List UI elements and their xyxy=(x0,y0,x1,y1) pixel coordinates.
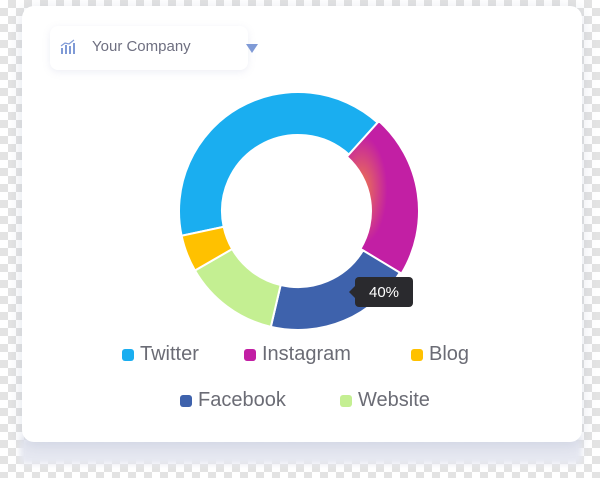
legend-label-blog: Blog xyxy=(429,343,470,365)
tooltip-text: 40% xyxy=(368,283,400,301)
donut-chart xyxy=(178,91,420,331)
social-share-card: Your Company 40% Twitter Instagram Blog … xyxy=(22,6,582,442)
legend-item-facebook[interactable]: Facebook xyxy=(180,389,286,412)
donut-slice-blog[interactable] xyxy=(180,225,234,272)
legend-label-website: Website xyxy=(358,389,430,411)
company-select[interactable]: Your Company xyxy=(50,26,258,70)
legend-label-twitter: Twitter xyxy=(140,343,199,365)
value-tooltip: 40% xyxy=(349,277,413,307)
card-shadow xyxy=(20,438,582,464)
caret-down-icon[interactable] xyxy=(246,44,258,54)
company-name: Your Company xyxy=(92,38,191,55)
legend-swatch-instagram xyxy=(244,348,256,361)
donut-inner-ring xyxy=(224,137,372,285)
legend-swatch-facebook xyxy=(180,394,192,407)
legend-swatch-twitter xyxy=(122,348,134,361)
bar-chart-icon xyxy=(60,39,75,54)
legend-label-facebook: Facebook xyxy=(198,389,286,411)
donut-slice-twitter[interactable] xyxy=(178,91,380,237)
legend-item-blog[interactable]: Blog xyxy=(411,343,469,366)
legend-swatch-blog xyxy=(411,348,423,361)
legend-item-website[interactable]: Website xyxy=(340,389,430,412)
legend-item-instagram[interactable]: Instagram xyxy=(244,343,351,366)
legend-label-instagram: Instagram xyxy=(262,343,351,365)
legend-swatch-website xyxy=(340,394,352,407)
legend-item-twitter[interactable]: Twitter xyxy=(122,343,199,366)
